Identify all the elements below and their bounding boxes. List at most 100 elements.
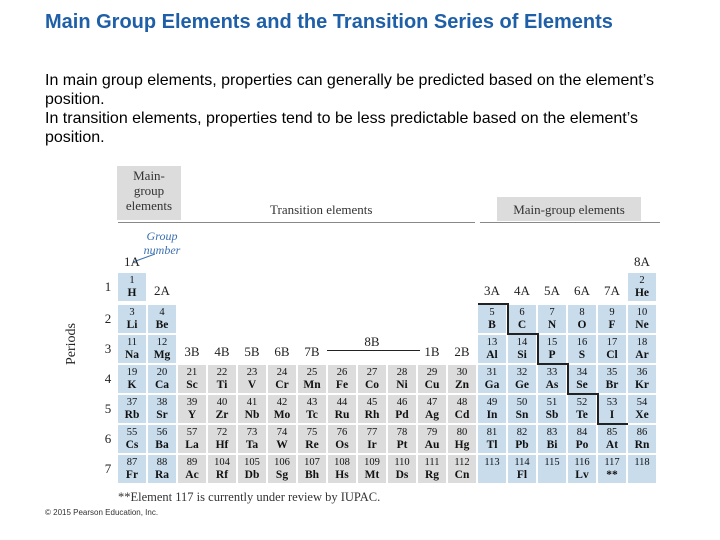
element-cell: 111 Rg: [417, 454, 447, 484]
atomic-number: 72: [216, 427, 228, 438]
element-cell: 88 Ra: [147, 454, 177, 484]
element-cell: 112 Cn: [447, 454, 477, 484]
element-symbol: Rg: [424, 469, 440, 481]
atomic-number: 18: [636, 337, 648, 348]
atomic-number: 39: [186, 397, 198, 408]
element-cell: 104 Rf: [207, 454, 237, 484]
atomic-number: 11: [126, 337, 138, 348]
atomic-number: 78: [396, 427, 408, 438]
atomic-number: 116: [574, 457, 590, 468]
element-cell: 53 I: [597, 394, 627, 424]
atomic-number: 46: [396, 397, 408, 408]
atomic-number: 17: [606, 337, 618, 348]
element-symbol: I: [609, 409, 615, 421]
element-symbol: Cd: [454, 409, 470, 421]
footnote: **Element 117 is currently under review …: [118, 490, 381, 504]
atomic-number: 16: [576, 337, 588, 348]
element-symbol: Ds: [395, 469, 409, 481]
element-cell: 34 Se: [567, 364, 597, 394]
element-cell: 107 Bh: [297, 454, 327, 484]
element-cell: 115: [537, 454, 567, 484]
element-cell: 108 Hs: [327, 454, 357, 484]
element-cell: 57 La: [177, 424, 207, 454]
element-cell: 11 Na: [117, 334, 147, 364]
element-symbol: Lv: [575, 469, 589, 481]
element-cell: 89 Ac: [177, 454, 207, 484]
element-symbol: Ca: [154, 379, 170, 391]
element-cell: 52 Te: [567, 394, 597, 424]
element-cell: 50 Sn: [507, 394, 537, 424]
element-symbol: F: [608, 319, 616, 331]
element-symbol: Fl: [516, 469, 528, 481]
element-cell: 83 Bi: [537, 424, 567, 454]
element-cell: 10 Ne: [627, 304, 657, 334]
element-symbol: Sr: [156, 409, 168, 421]
element-cell: 113: [477, 454, 507, 484]
element-cell: 44 Ru: [327, 394, 357, 424]
atomic-number: 1: [129, 275, 135, 286]
element-cell: 17 Cl: [597, 334, 627, 364]
atomic-number: 43: [306, 397, 318, 408]
element-cell: 86 Rn: [627, 424, 657, 454]
atomic-number: 13: [486, 337, 498, 348]
atomic-number: 77: [366, 427, 378, 438]
element-symbol: Br: [605, 379, 619, 391]
element-symbol: Xe: [635, 409, 649, 421]
element-cell: 2 He: [627, 272, 657, 302]
element-symbol: Hs: [335, 469, 349, 481]
atomic-number: 54: [636, 397, 648, 408]
atomic-number: 56: [156, 427, 168, 438]
element-symbol: Rf: [215, 469, 229, 481]
element-cell: 29 Cu: [417, 364, 447, 394]
element-symbol: Al: [486, 349, 498, 361]
element-symbol: V: [247, 379, 257, 391]
element-cell: 87 Fr: [117, 454, 147, 484]
atomic-number: 31: [486, 367, 498, 378]
element-symbol: Cs: [125, 439, 139, 451]
atomic-number: 75: [306, 427, 318, 438]
element-cell: 75 Re: [297, 424, 327, 454]
element-cell: 118: [627, 454, 657, 484]
element-symbol: Zn: [454, 379, 470, 391]
element-symbol: Ni: [396, 379, 408, 391]
element-cell: 38 Sr: [147, 394, 177, 424]
element-cell: 78 Pt: [387, 424, 417, 454]
element-cell: 43 Tc: [297, 394, 327, 424]
group-label: 8A: [634, 254, 650, 269]
atomic-number: 8: [579, 307, 585, 318]
element-symbol: Mg: [153, 349, 171, 361]
element-cell: 117 **: [597, 454, 627, 484]
atomic-number: 83: [546, 427, 558, 438]
element-cell: 80 Hg: [447, 424, 477, 454]
element-symbol: Os: [335, 439, 349, 451]
atomic-number: 89: [186, 457, 198, 468]
atomic-number: 44: [336, 397, 348, 408]
atomic-number: 76: [336, 427, 348, 438]
period-number: 7: [104, 461, 112, 476]
element-symbol: B: [488, 319, 496, 331]
left-header-line-1: Main-: [133, 168, 165, 183]
element-symbol: Nb: [244, 409, 260, 421]
atomic-number: 35: [606, 367, 618, 378]
element-cell: 45 Rh: [357, 394, 387, 424]
period-number: 4: [104, 371, 112, 386]
group-label: 4A: [514, 283, 530, 298]
element-symbol: P: [548, 349, 556, 361]
element-symbol: Rb: [124, 409, 140, 421]
group-number-line-1: Group: [146, 229, 178, 243]
element-symbol: O: [577, 319, 587, 331]
group-8b-bracket: [327, 350, 420, 351]
element-cell: 73 Ta: [237, 424, 267, 454]
element-symbol: Re: [305, 439, 319, 451]
element-symbol: Zr: [215, 409, 229, 421]
transition-bracket-line: [180, 222, 475, 223]
atomic-number: 9: [609, 307, 615, 318]
element-cell: 85 At: [597, 424, 627, 454]
element-cell: 33 As: [537, 364, 567, 394]
element-cell: 114 Fl: [507, 454, 537, 484]
right-main-group-header-box: [497, 197, 641, 221]
element-symbol: Hg: [454, 439, 470, 451]
atomic-number: 27: [366, 367, 378, 378]
